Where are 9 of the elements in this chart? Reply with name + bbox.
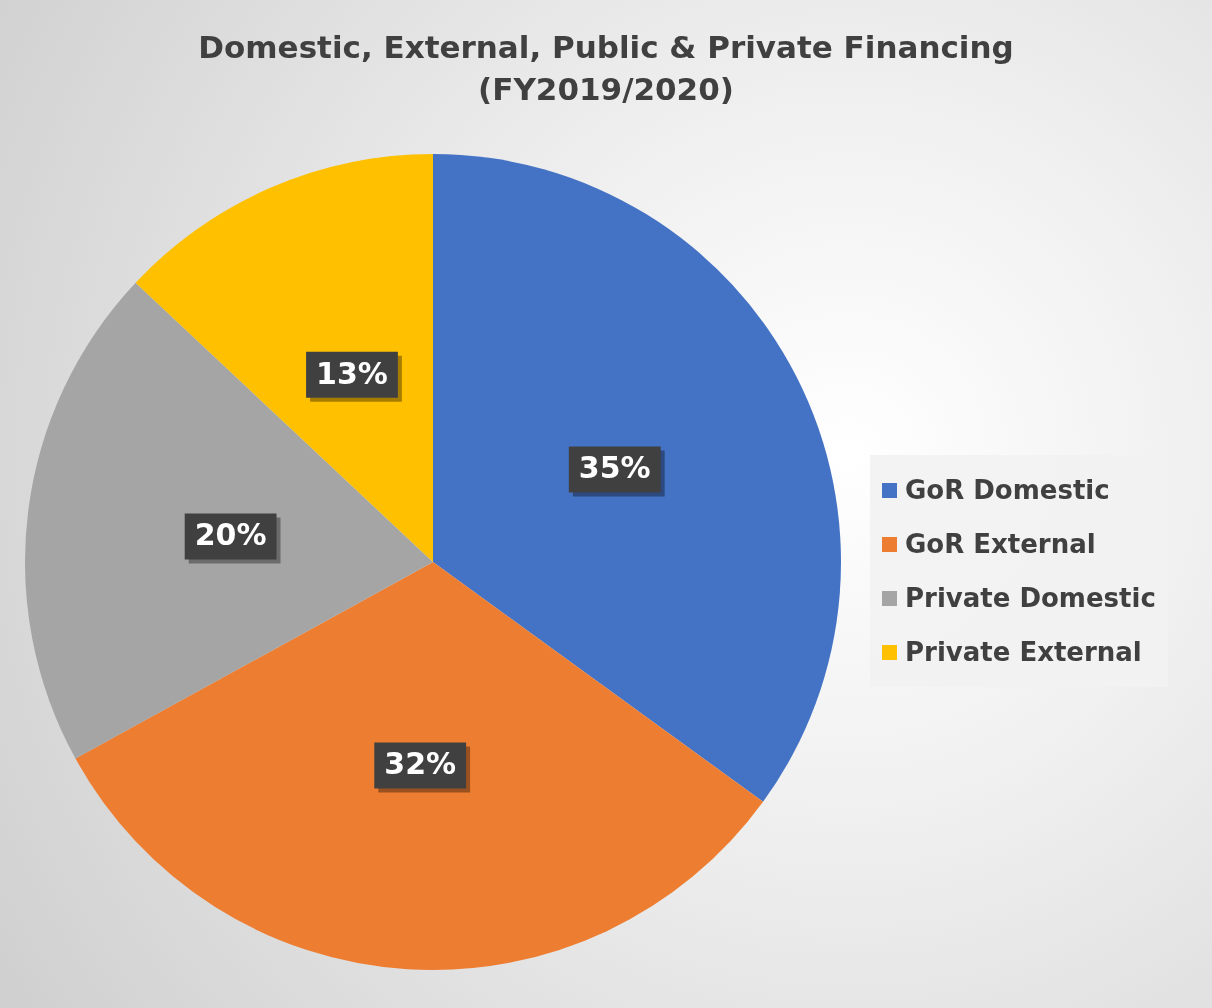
data-label: 32% — [384, 746, 457, 782]
legend-label: Private External — [905, 637, 1142, 667]
data-label: 20% — [194, 517, 267, 553]
legend-label: GoR External — [905, 529, 1096, 559]
data-label: 35% — [578, 450, 651, 486]
legend-label: GoR Domestic — [905, 475, 1110, 505]
legend-label: Private Domestic — [905, 583, 1156, 613]
chart-title: Domestic, External, Public & Private Financing (FY2019/2020) — [197, 28, 1015, 109]
data-label: 13% — [316, 355, 388, 391]
